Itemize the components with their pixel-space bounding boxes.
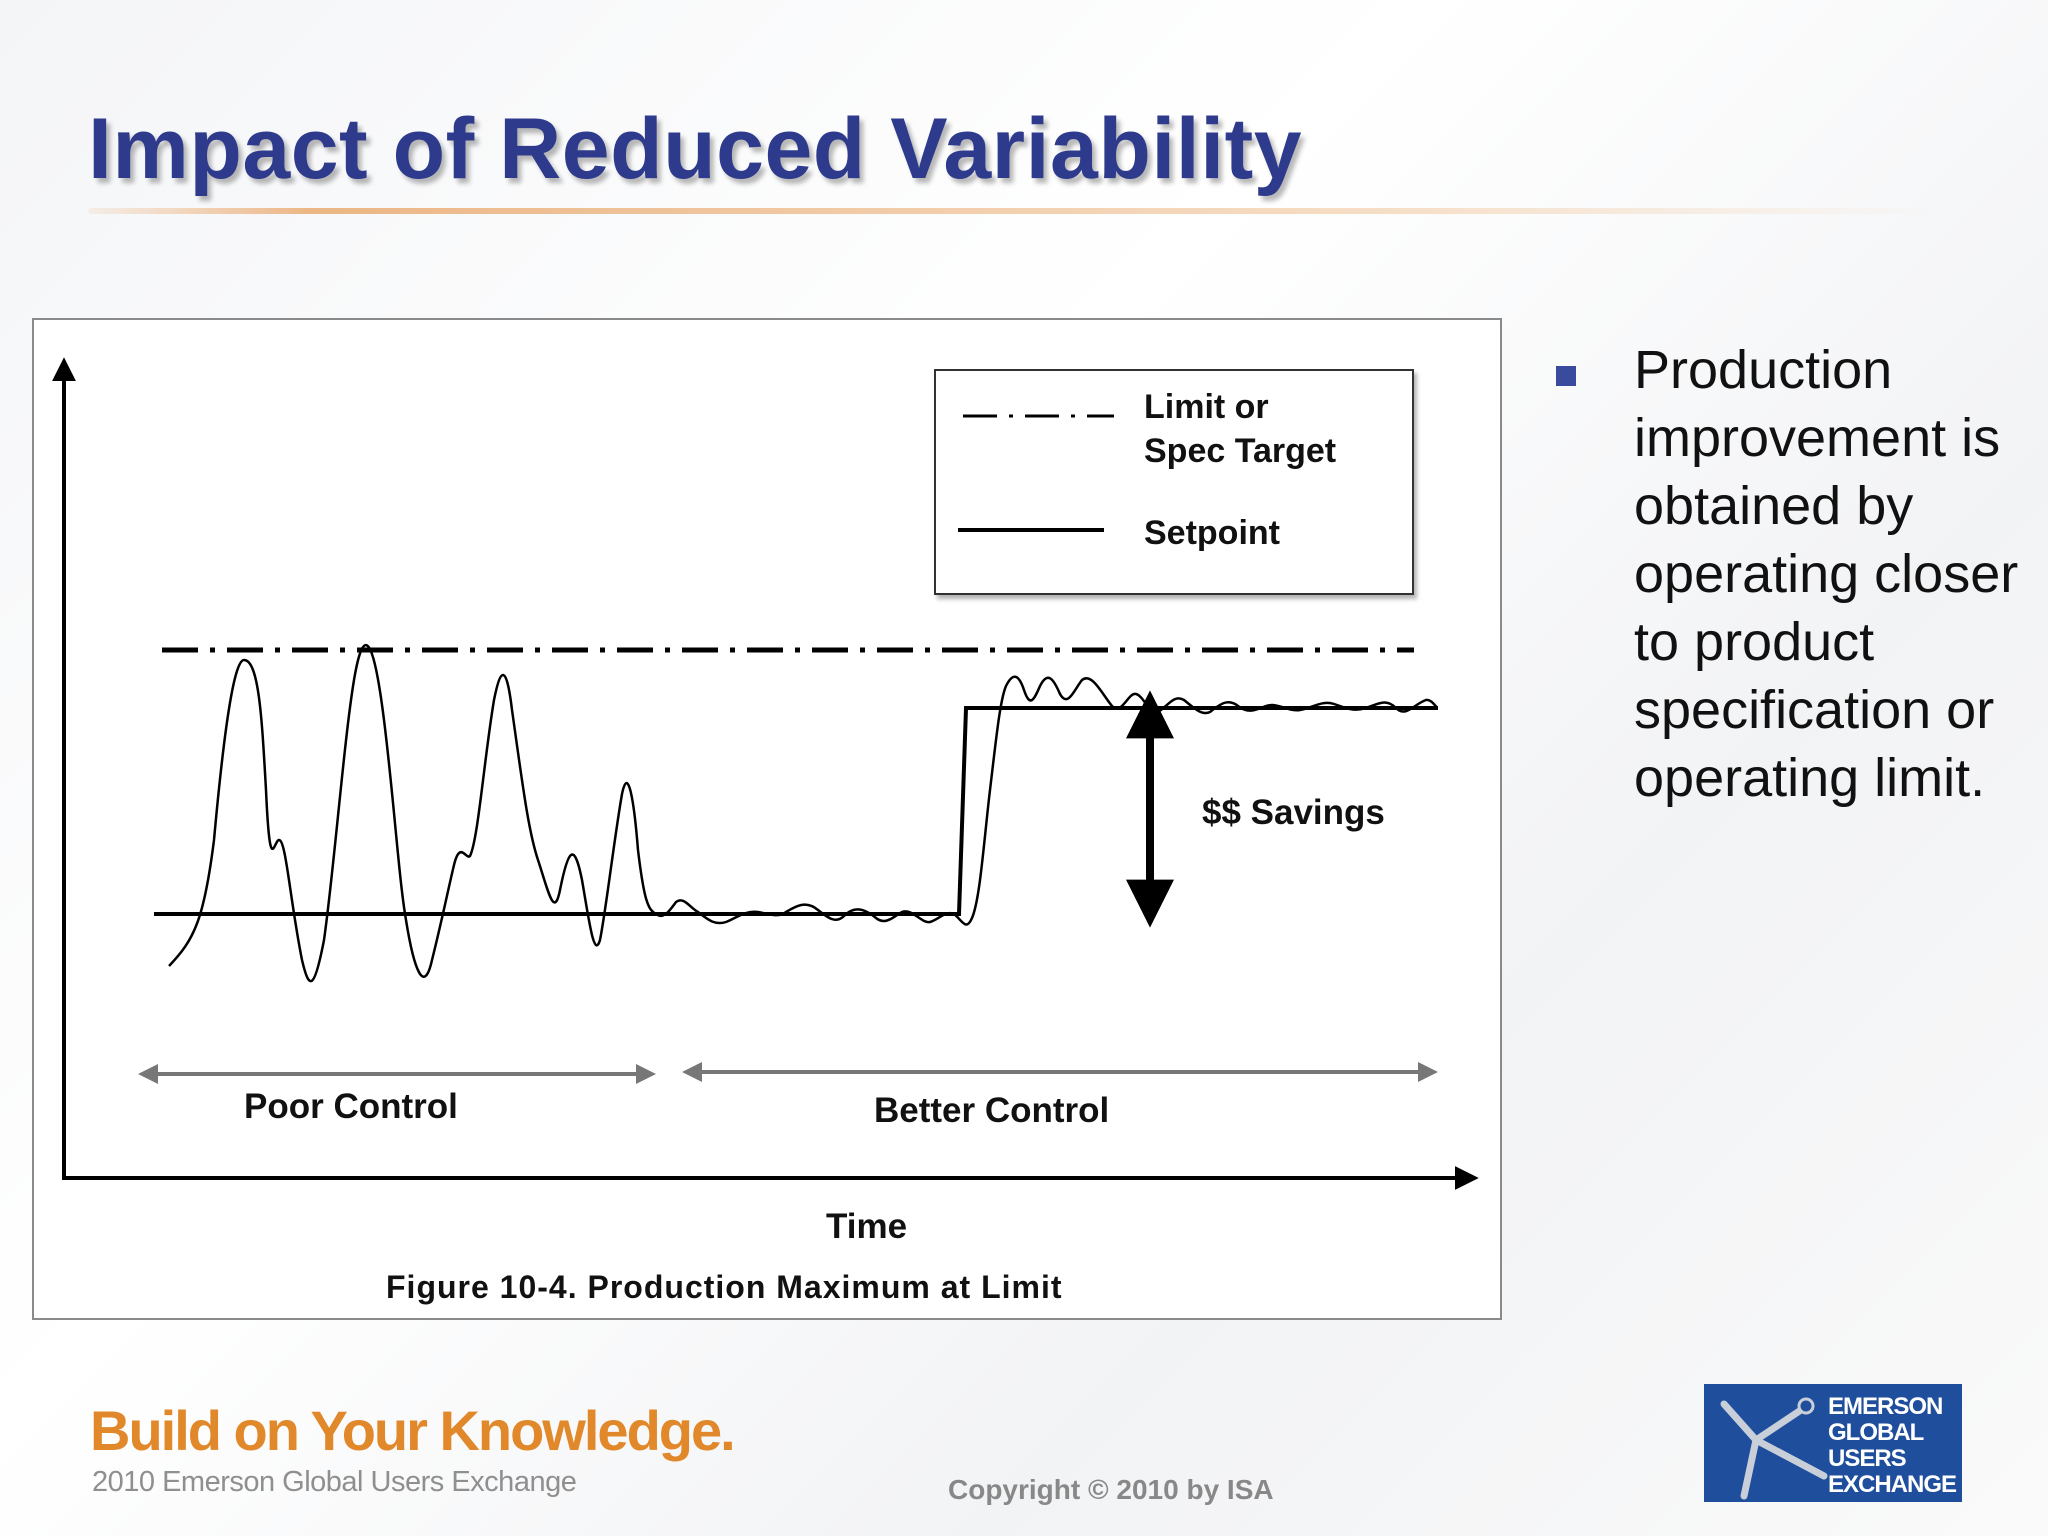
figure-panel: Limit or Spec Target Setpoint $$ Savings… [32,318,1502,1320]
logo-line-3: USERS [1828,1445,1907,1472]
logo-line-4: EXCHANGE [1828,1471,1957,1498]
logo-wordmark: EMERSON GLOBAL USERS EXCHANGE [1828,1393,1957,1498]
poor-control-label: Poor Control [244,1087,458,1126]
logo-line-2: GLOBAL [1828,1419,1924,1446]
legend-setpoint-label: Setpoint [1144,514,1280,552]
legend-box [934,369,1414,595]
better-control-label: Better Control [874,1091,1109,1130]
x-axis-label: Time [826,1207,907,1246]
footer-subtitle: 2010 Emerson Global Users Exchange [92,1466,577,1498]
emerson-logo: EMERSON GLOBAL USERS EXCHANGE [1704,1384,1962,1502]
footer-tagline: Build on Your Knowledge. [90,1399,736,1462]
legend-limit-label-line2: Spec Target [1144,432,1336,470]
legend-limit-label-line1: Limit or [1144,388,1269,426]
figure-caption: Figure 10-4. Production Maximum at Limit [386,1269,1063,1305]
savings-label: $$ Savings [1202,793,1385,832]
slide-title: Impact of Reduced Variability [88,101,1303,197]
footer-copyright: Copyright © 2010 by ISA [948,1474,1274,1505]
control-diagram: Limit or Spec Target Setpoint $$ Savings… [52,357,1479,1305]
bullet-square-icon [1556,366,1576,386]
bullet-text: Production improvement is obtained by op… [1634,340,2019,808]
title-underline [88,208,1938,214]
setpoint-line [154,706,1438,916]
molecule-icon [1720,1397,1828,1500]
logo-line-1: EMERSON [1828,1393,1943,1420]
